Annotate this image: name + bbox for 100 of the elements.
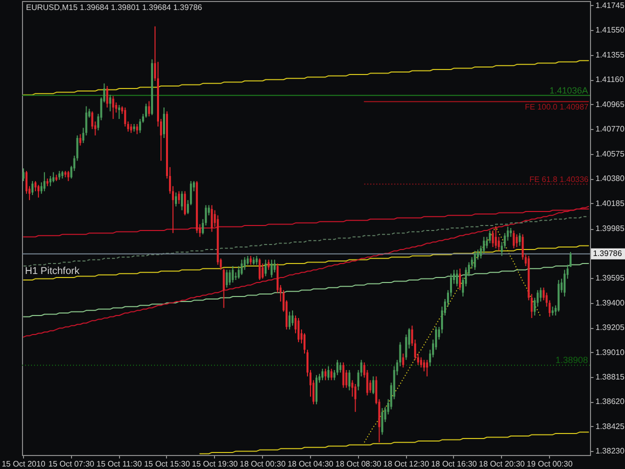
candlestick — [31, 180, 34, 196]
candlestick — [540, 287, 542, 302]
candlestick — [516, 234, 518, 248]
series-label: FE 61.8 1.40336 — [529, 175, 590, 184]
candlestick — [348, 370, 350, 391]
candlestick — [268, 259, 270, 270]
x-tick-label: 18 Oct 20:30 — [478, 460, 526, 468]
candlestick — [262, 263, 264, 280]
candlestick — [210, 204, 213, 232]
y-tick-label: 1.39985 — [596, 224, 625, 234]
candlestick — [330, 368, 332, 381]
candlestick — [52, 172, 54, 183]
y-tick-label: 1.38230 — [596, 446, 625, 456]
x-tick-label: 18 Oct 04:30 — [288, 460, 334, 468]
candlestick — [474, 250, 476, 270]
x-tick-label: 15 Oct 19:30 — [192, 460, 238, 468]
candlestick — [336, 359, 338, 376]
candlestick — [492, 230, 494, 248]
candlestick — [79, 134, 82, 146]
candlestick — [43, 172, 46, 192]
y-tick-label: 1.38620 — [596, 397, 625, 406]
candlestick — [342, 362, 344, 388]
candlestick — [264, 259, 267, 277]
y-tick-label: 1.40575 — [596, 149, 625, 158]
y-tick-label: 1.41160 — [596, 75, 624, 84]
x-tick-label: 18 Oct 08:30 — [335, 460, 382, 468]
x-tick-label: 19 Oct 00:30 — [526, 460, 574, 468]
candlestick — [178, 190, 180, 204]
candlestick — [112, 96, 114, 120]
line-series — [22, 216, 590, 267]
series-label: FE 100.0 1.40987 — [524, 102, 590, 112]
y-tick-label: 1.40770 — [596, 124, 625, 134]
candlestick — [402, 353, 404, 368]
candlestick — [180, 190, 183, 211]
candlestick — [518, 232, 521, 246]
y-tick-label: 1.40380 — [596, 174, 625, 184]
candlestick — [67, 170, 70, 182]
candlestick — [274, 259, 276, 273]
candlestick — [288, 311, 291, 330]
candlestick — [420, 356, 422, 368]
candlestick — [298, 318, 300, 343]
candlestick — [226, 269, 228, 288]
candlestick — [564, 269, 566, 297]
candlestick — [106, 85, 108, 108]
line-series — [199, 432, 590, 454]
x-tick-label: 15 Oct 2010 — [2, 460, 46, 468]
candlestick — [339, 362, 342, 374]
candlestick — [136, 124, 138, 135]
x-tick-label: 18 Oct 12:30 — [383, 460, 430, 468]
candlestick — [270, 259, 273, 278]
y-tick-label: 1.41355 — [596, 50, 625, 60]
candlestick — [49, 176, 52, 187]
candlestick — [423, 359, 426, 372]
candlestick — [22, 168, 24, 182]
annotation: 1.38908 — [555, 355, 588, 366]
candlestick — [456, 269, 458, 287]
y-tick-label: 1.39400 — [596, 298, 625, 308]
y-tick-label: 1.40965 — [596, 100, 625, 109]
x-tick-label: 18 Oct 00:30 — [240, 460, 286, 468]
x-tick-label: 15 Oct 15:30 — [144, 460, 190, 468]
candlestick — [222, 268, 225, 308]
candlestick — [148, 100, 150, 117]
y-tick-label: 1.39205 — [596, 323, 625, 332]
y-tick-label: 1.39010 — [596, 348, 625, 357]
x-tick-label: 18 Oct 16:30 — [431, 460, 478, 468]
candlestick — [372, 376, 374, 395]
candlestick — [124, 107, 126, 128]
y-tick-label: 1.40185 — [596, 198, 625, 208]
annotation: 1.41036A — [549, 85, 588, 96]
candlestick — [232, 266, 234, 284]
line-series — [22, 206, 590, 338]
candlestick — [458, 268, 461, 291]
candlestick — [354, 383, 356, 412]
candlestick — [109, 94, 112, 112]
y-tick-label: 1.41550 — [596, 26, 625, 35]
candlestick — [426, 359, 428, 377]
candlestick — [381, 408, 384, 436]
candlestick — [145, 103, 148, 118]
candlestick — [494, 226, 497, 249]
candlestick — [184, 190, 186, 216]
x-tick-label: 15 Oct 11:30 — [96, 460, 142, 468]
candlestick — [228, 269, 231, 286]
candlestick — [512, 230, 515, 249]
y-tick-label: 1.38815 — [596, 372, 625, 382]
candlestick — [292, 310, 294, 326]
candlestick — [37, 184, 40, 198]
x-tick-label: 15 Oct 07:30 — [48, 460, 95, 468]
candlestick — [324, 368, 326, 381]
y-tick-label: 1.39595 — [596, 274, 625, 283]
annotation: H1 Pitchfork — [25, 266, 80, 277]
ref-line-label: 1.39786 — [593, 248, 622, 258]
candlestick — [118, 104, 120, 120]
candlestick — [163, 107, 165, 138]
candlestick — [139, 118, 142, 134]
y-tick-label: 1.41745 — [596, 0, 625, 10]
candlestick — [240, 259, 243, 276]
candlestick — [258, 258, 261, 280]
candlestick — [327, 366, 330, 381]
y-tick-label: 1.38425 — [596, 422, 625, 431]
candlestick — [174, 192, 177, 207]
